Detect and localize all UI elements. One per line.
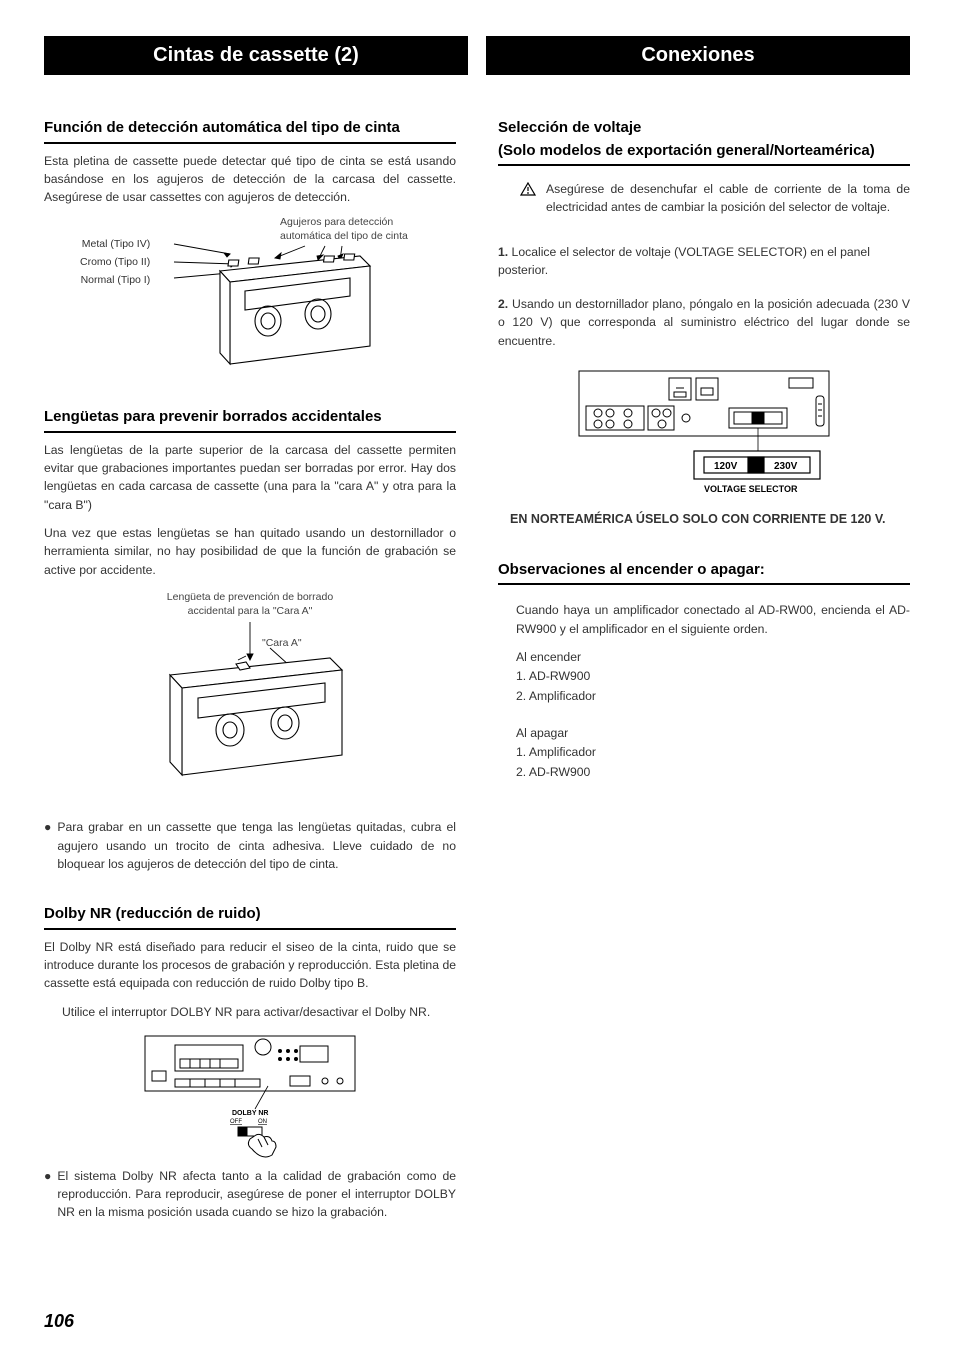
body-text: Utilice el interruptor DOLBY NR para act… [62, 1003, 456, 1021]
cassette-svg [80, 216, 420, 376]
header-right: Conexiones [486, 36, 910, 75]
section-title: Observaciones al encender o apagar: [498, 559, 910, 586]
cassette-tab-figure: Lengüeta de prevención de borrado accide… [44, 591, 456, 800]
dolby-panel-svg: DOLBY NR OFF ON [140, 1031, 360, 1161]
label-120v: 120V [714, 461, 738, 472]
right-column: Selección de voltaje (Solo modelos de ex… [498, 117, 910, 1232]
section-subtitle: (Solo modelos de exportación general/Nor… [498, 140, 910, 167]
body-text: El Dolby NR está diseñado para reducir e… [44, 938, 456, 993]
section-auto-detect: Función de detección automática del tipo… [44, 117, 456, 376]
step-2: 2. Usando un destornillador plano, pónga… [498, 295, 910, 350]
warning-row: Asegúrese de desenchufar el cable de cor… [520, 180, 910, 217]
left-column: Función de detección automática del tipo… [44, 117, 456, 1232]
dolby-panel-figure: DOLBY NR OFF ON [140, 1031, 360, 1161]
step-1: 1. Localice el selector de voltaje (VOLT… [498, 243, 910, 280]
voltage-panel-figure: 120V 230V VOLTAGE SELECTOR [574, 366, 834, 496]
voltage-note: EN NORTEAMÉRICA ÚSELO SOLO CON CORRIENTE… [510, 510, 910, 529]
list-item: 1. AD-RW900 [516, 667, 910, 685]
cassette-type-figure: Agujeros para detección automática del t… [80, 216, 420, 376]
section-title: Selección de voltaje [498, 117, 910, 140]
body-text: Una vez que estas lengüetas se han quita… [44, 524, 456, 579]
power-off-list: Al apagar 1. Amplificador 2. AD-RW900 [516, 724, 910, 781]
warning-text: Asegúrese de desenchufar el cable de cor… [546, 180, 910, 217]
list-heading: Al apagar [516, 724, 910, 742]
section-dolby-nr: Dolby NR (reducción de ruido) El Dolby N… [44, 903, 456, 1222]
page-number: 106 [44, 1311, 74, 1332]
header-left: Cintas de cassette (2) [44, 36, 468, 75]
bullet-dot-icon: ● [44, 818, 51, 873]
cassette-tab-svg: "Cara A" [140, 620, 360, 780]
list-heading: Al encender [516, 648, 910, 666]
list-item: 1. Amplificador [516, 743, 910, 761]
fig-label-tab: Lengüeta de prevención de borrado accide… [150, 591, 350, 618]
list-item: 2. AD-RW900 [516, 763, 910, 781]
dolby-on: ON [258, 1119, 267, 1125]
power-on-list: Al encender 1. AD-RW900 2. Amplificador [516, 648, 910, 705]
section-title: Función de detección automática del tipo… [44, 117, 456, 144]
bullet-text: Para grabar en un cassette que tenga las… [57, 818, 456, 873]
section-erase-tabs: Lengüetas para prevenir borrados acciden… [44, 406, 456, 873]
dolby-off: OFF [230, 1119, 242, 1125]
header-row: Cintas de cassette (2) Conexiones [44, 36, 910, 75]
label-cara-a: "Cara A" [262, 637, 302, 649]
voltage-panel-svg: 120V 230V VOLTAGE SELECTOR [574, 366, 834, 506]
body-text: Las lengüetas de la parte superior de la… [44, 441, 456, 514]
body-text: Cuando haya un amplificador conectado al… [516, 601, 910, 638]
bullet-text: El sistema Dolby NR afecta tanto a la ca… [57, 1167, 456, 1222]
dolby-label: DOLBY NR [232, 1110, 268, 1117]
section-voltage: Selección de voltaje (Solo modelos de ex… [498, 117, 910, 529]
label-voltage-selector: VOLTAGE SELECTOR [704, 484, 798, 494]
warning-icon [520, 182, 536, 196]
bullet-dot-icon: ● [44, 1167, 51, 1222]
list-item: 2. Amplificador [516, 687, 910, 705]
section-title: Lengüetas para prevenir borrados acciden… [44, 406, 456, 433]
body-text: Esta pletina de cassette puede detectar … [44, 152, 456, 207]
bullet-note: ● El sistema Dolby NR afecta tanto a la … [44, 1167, 456, 1222]
label-230v: 230V [774, 461, 798, 472]
section-title: Dolby NR (reducción de ruido) [44, 903, 456, 930]
bullet-note: ● Para grabar en un cassette que tenga l… [44, 818, 456, 873]
section-power-order: Observaciones al encender o apagar: Cuan… [498, 559, 910, 781]
